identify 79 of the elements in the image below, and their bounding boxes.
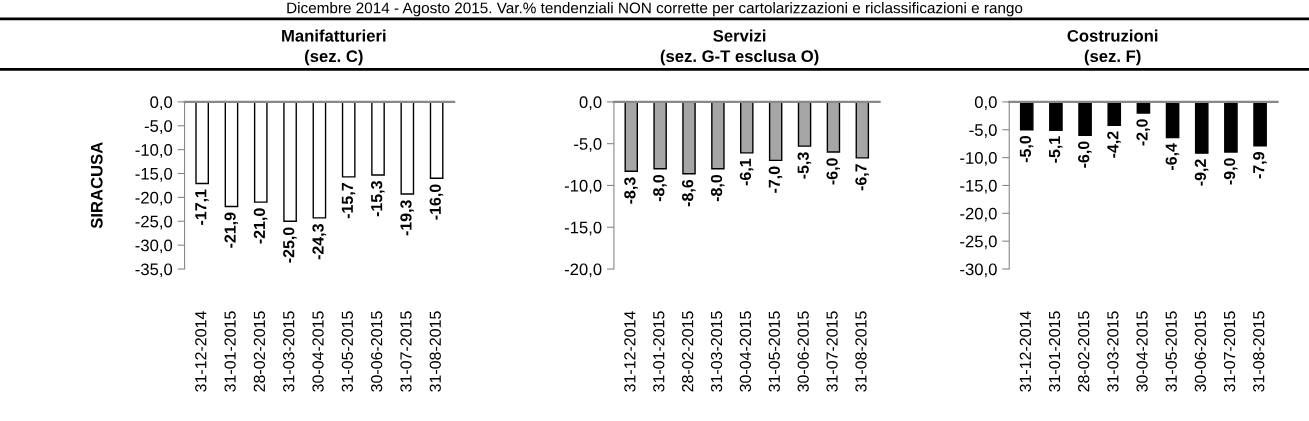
x-tick-label: 30-04-2015 bbox=[739, 311, 752, 392]
data-label: -6,0 bbox=[1078, 141, 1092, 168]
y-tick-label: -10,0 bbox=[135, 144, 173, 158]
data-label: -6,1 bbox=[739, 158, 754, 186]
y-tick-label: 0,0 bbox=[974, 96, 997, 111]
data-label: -16,0 bbox=[429, 184, 444, 220]
data-label: -9,2 bbox=[1194, 159, 1209, 186]
data-label: -24,3 bbox=[312, 224, 326, 260]
chart-title: Manifatturieri (sez. C) bbox=[282, 29, 386, 66]
x-tick-label: 31-07-2015 bbox=[826, 311, 838, 392]
data-label: -15,7 bbox=[341, 183, 356, 219]
data-label: -8,3 bbox=[624, 177, 638, 204]
x-tick-label: 30-06-2015 bbox=[370, 311, 383, 392]
x-tick-label: 30-06-2015 bbox=[797, 311, 809, 392]
x-tick-label: 28-02-2015 bbox=[681, 311, 694, 392]
chart-title: Costruzioni (sez. F) bbox=[1067, 29, 1158, 66]
chart-title: Servizi (sez. G-T esclusa O) bbox=[660, 29, 819, 66]
y-tick-label: -35,0 bbox=[135, 263, 173, 278]
x-tick-label: 31-08-2015 bbox=[855, 311, 867, 392]
data-label: -15,3 bbox=[370, 181, 385, 217]
x-tick-label: 31-08-2015 bbox=[429, 311, 441, 392]
x-tick-label: 31-07-2015 bbox=[1223, 311, 1236, 392]
data-label: -21,9 bbox=[224, 212, 239, 248]
x-tick-label: 28-02-2015 bbox=[253, 311, 266, 392]
x-tick-label: 30-06-2015 bbox=[1194, 311, 1207, 392]
y-tick-label: -5,0 bbox=[144, 120, 173, 134]
y-tick-label: -20,0 bbox=[960, 207, 997, 222]
x-tick-label: 31-01-2015 bbox=[1048, 311, 1061, 392]
y-tick-label: -15,0 bbox=[564, 221, 602, 236]
y-tick-label: -30,0 bbox=[960, 263, 997, 278]
x-tick-label: 31-05-2015 bbox=[1165, 311, 1177, 392]
y-tick-label: -25,0 bbox=[960, 235, 997, 250]
x-tick-label: 31-07-2015 bbox=[400, 311, 412, 392]
data-label: -8,0 bbox=[653, 174, 667, 202]
data-label: -8,6 bbox=[681, 179, 696, 207]
x-tick-label: 31-08-2015 bbox=[1253, 311, 1265, 392]
x-tick-label: 31-12-2014 bbox=[195, 311, 207, 392]
y-axis-title: SIRACUSA bbox=[90, 142, 103, 229]
data-label: -6,0 bbox=[826, 158, 841, 185]
x-tick-label: 31-12-2014 bbox=[624, 311, 636, 392]
x-tick-label: 31-01-2015 bbox=[653, 311, 665, 392]
x-tick-label: 30-04-2015 bbox=[312, 311, 324, 392]
data-label: -25,0 bbox=[283, 227, 297, 263]
data-label: -19,3 bbox=[400, 200, 414, 236]
data-label: -6,7 bbox=[855, 164, 869, 191]
data-label: -17,1 bbox=[195, 189, 209, 225]
x-tick-label: 31-03-2015 bbox=[1107, 311, 1119, 392]
x-tick-label: 30-04-2015 bbox=[1136, 311, 1148, 392]
data-label: -9,0 bbox=[1223, 158, 1238, 185]
x-tick-label: 31-03-2015 bbox=[283, 311, 295, 392]
y-tick-label: -15,0 bbox=[960, 179, 997, 194]
x-tick-label: 31-05-2015 bbox=[341, 311, 353, 392]
data-label: -5,3 bbox=[797, 152, 812, 179]
y-tick-label: -10,0 bbox=[960, 152, 997, 166]
data-label: -2,0 bbox=[1136, 119, 1151, 146]
y-tick-label: 0,0 bbox=[579, 96, 602, 111]
data-label: -5,1 bbox=[1049, 136, 1063, 163]
data-label: -21,0 bbox=[253, 208, 268, 244]
y-tick-label: -5,0 bbox=[969, 124, 997, 138]
data-label: -5,0 bbox=[1019, 135, 1034, 163]
y-tick-label: -20,0 bbox=[135, 191, 173, 206]
y-tick-label: -5,0 bbox=[574, 138, 602, 152]
x-tick-label: 31-12-2014 bbox=[1019, 311, 1032, 392]
x-tick-label: 31-05-2015 bbox=[768, 311, 780, 392]
data-label: -6,4 bbox=[1165, 143, 1180, 170]
x-tick-label: 31-03-2015 bbox=[710, 311, 723, 392]
y-tick-label: 0,0 bbox=[150, 96, 173, 111]
data-label: -7,9 bbox=[1253, 152, 1267, 179]
y-tick-label: -15,0 bbox=[135, 167, 173, 182]
data-label: -4,2 bbox=[1107, 131, 1121, 158]
text: Dicembre 2014 - Agosto 2015. Var.% tendenziali NON corrette per cartolarizzazioni e riclassificazioni e rango bbox=[287, 2, 1023, 17]
y-tick-label: -20,0 bbox=[564, 263, 602, 278]
x-tick-label: 31-01-2015 bbox=[224, 311, 236, 392]
data-label: -7,0 bbox=[768, 166, 783, 193]
y-tick-label: -30,0 bbox=[135, 239, 173, 254]
data-label: -8,0 bbox=[710, 174, 725, 202]
y-tick-label: -25,0 bbox=[135, 215, 173, 230]
x-tick-label: 28-02-2015 bbox=[1078, 311, 1090, 392]
y-tick-label: -10,0 bbox=[564, 179, 602, 194]
